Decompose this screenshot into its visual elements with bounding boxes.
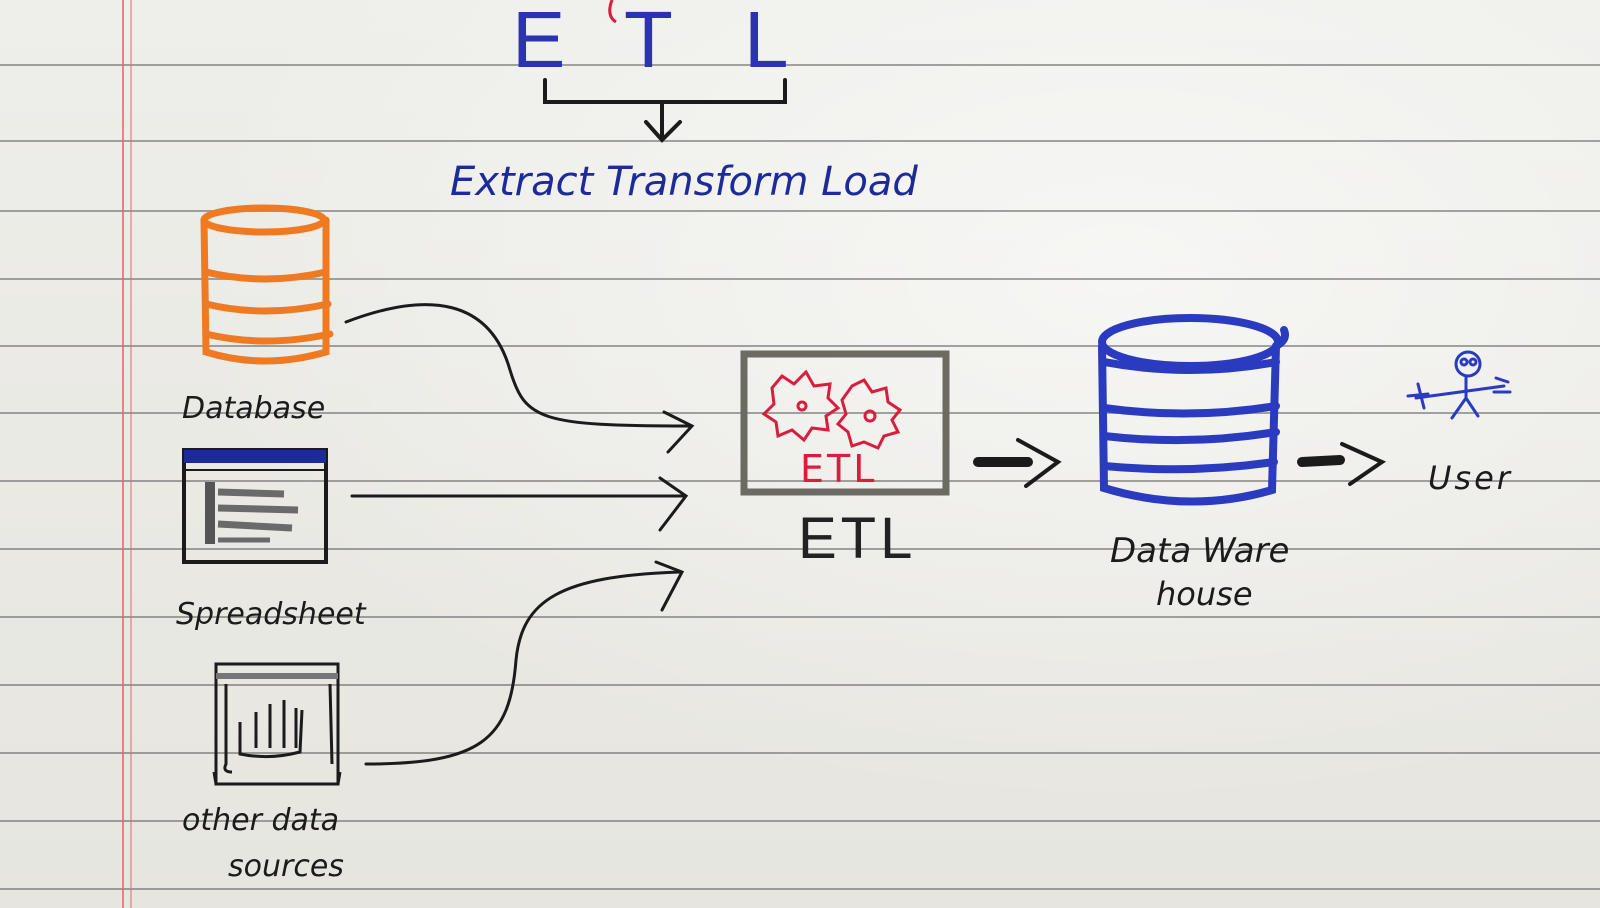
database-icon xyxy=(200,204,334,365)
user-icon xyxy=(1406,350,1512,420)
other-sources-label-line1: other data xyxy=(182,803,340,838)
etl-box-label: ETL xyxy=(800,447,878,491)
header-letter-e: E xyxy=(512,0,566,84)
spreadsheet-connector-arrowhead xyxy=(658,476,689,532)
user-label: User xyxy=(1428,459,1513,497)
database-connector xyxy=(344,303,692,428)
header-letter-t: T xyxy=(624,0,673,84)
database-label: Database xyxy=(182,391,326,426)
ruled-line xyxy=(0,140,1600,142)
ruled-line xyxy=(0,64,1600,66)
ruled-line xyxy=(0,820,1600,822)
database-connector-arrowhead xyxy=(662,410,695,454)
spreadsheet-icon xyxy=(182,448,328,564)
data-warehouse-icon xyxy=(1098,314,1289,506)
red-tick-mark xyxy=(608,0,617,24)
etl-caption: ETL xyxy=(798,506,917,571)
ruled-line xyxy=(0,684,1600,686)
other-sources-connector xyxy=(364,570,682,766)
ruled-line xyxy=(0,548,1600,550)
margin-line xyxy=(122,0,124,908)
other-sources-icon xyxy=(212,662,342,786)
ruled-line xyxy=(0,752,1600,754)
etl-to-warehouse-arrow xyxy=(973,438,1062,488)
warehouse-to-user-arrow xyxy=(1297,442,1387,486)
etl-box xyxy=(740,350,950,496)
spreadsheet-label: Spreadsheet xyxy=(176,597,366,632)
etl-expansion: Extract Transform Load xyxy=(450,159,918,205)
data-warehouse-label-line2: house xyxy=(1156,575,1253,613)
other-sources-label-line2: sources xyxy=(228,849,344,884)
ruled-line xyxy=(0,616,1600,618)
other-sources-connector-arrowhead xyxy=(654,560,685,612)
data-warehouse-label-line1: Data Ware xyxy=(1110,531,1290,571)
ruled-line xyxy=(0,210,1600,212)
ruled-line xyxy=(0,278,1600,280)
header-letter-l: L xyxy=(744,0,789,84)
ruled-line xyxy=(0,345,1600,347)
gear-icon xyxy=(761,369,841,443)
header-bracket xyxy=(543,78,787,143)
margin-line xyxy=(130,0,132,908)
ruled-line xyxy=(0,412,1600,414)
gear-icon xyxy=(835,378,903,450)
ruled-line xyxy=(0,480,1600,482)
connectors xyxy=(344,303,695,766)
ruled-line xyxy=(0,888,1600,890)
